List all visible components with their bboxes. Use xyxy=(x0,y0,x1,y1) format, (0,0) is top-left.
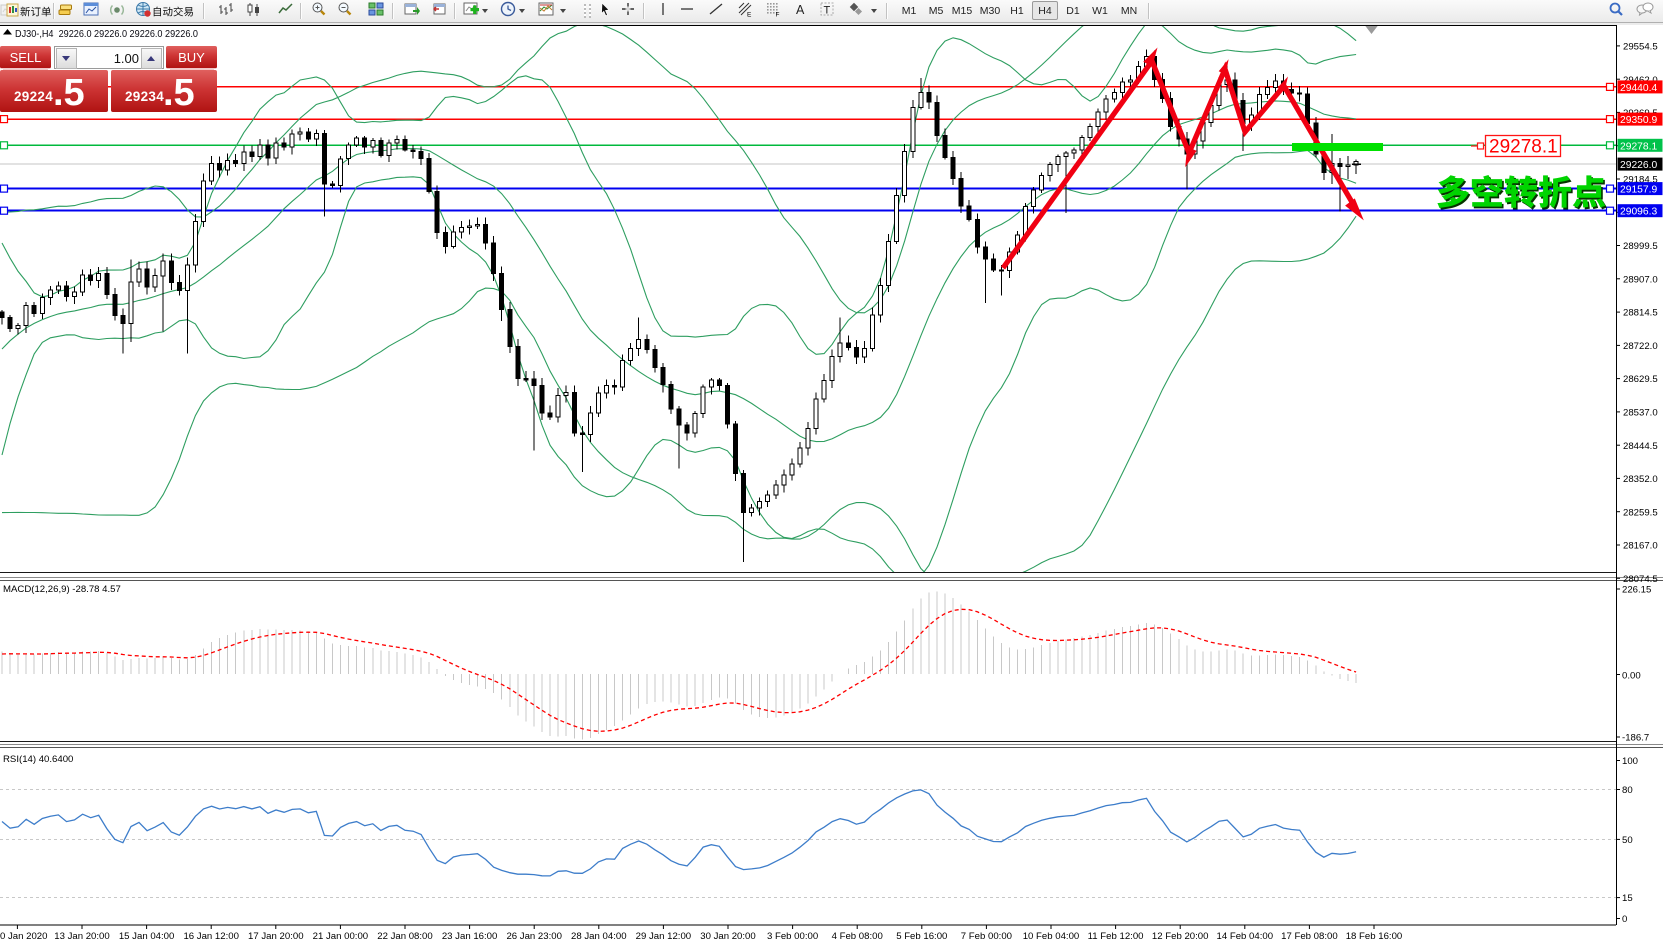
svg-text:28352.0: 28352.0 xyxy=(1623,474,1658,485)
svg-text:29440.4: 29440.4 xyxy=(1620,83,1657,94)
svg-text:15 Jan 04:00: 15 Jan 04:00 xyxy=(119,931,174,942)
svg-text:100: 100 xyxy=(1622,756,1638,767)
svg-text:28629.5: 28629.5 xyxy=(1623,374,1658,385)
svg-text:10 Feb 04:00: 10 Feb 04:00 xyxy=(1023,931,1080,942)
svg-text:18 Feb 16:00: 18 Feb 16:00 xyxy=(1346,931,1403,942)
svg-text:28167.0: 28167.0 xyxy=(1623,541,1658,552)
svg-text:7 Feb 00:00: 7 Feb 00:00 xyxy=(961,931,1012,942)
svg-text:13 Jan 20:00: 13 Jan 20:00 xyxy=(54,931,109,942)
svg-text:28259.5: 28259.5 xyxy=(1623,507,1658,518)
svg-text:29278.1: 29278.1 xyxy=(1620,141,1657,152)
svg-text:T: T xyxy=(824,5,831,17)
svg-text:-186.7: -186.7 xyxy=(1622,733,1649,744)
svg-text:29350.9: 29350.9 xyxy=(1620,115,1657,126)
svg-text:29157.9: 29157.9 xyxy=(1620,185,1657,196)
svg-text:29554.5: 29554.5 xyxy=(1623,42,1658,53)
svg-text:28907.0: 28907.0 xyxy=(1623,274,1658,285)
svg-text:23 Jan 16:00: 23 Jan 16:00 xyxy=(442,931,497,942)
svg-text:29462.0: 29462.0 xyxy=(1623,75,1658,86)
svg-text:21 Jan 00:00: 21 Jan 00:00 xyxy=(313,931,368,942)
svg-text:28999.5: 28999.5 xyxy=(1623,241,1658,252)
svg-text:4 Feb 08:00: 4 Feb 08:00 xyxy=(832,931,883,942)
svg-text:17 Feb 08:00: 17 Feb 08:00 xyxy=(1281,931,1338,942)
svg-text:A: A xyxy=(796,3,805,17)
svg-text:16 Jan 12:00: 16 Jan 12:00 xyxy=(183,931,238,942)
svg-text:17 Jan 20:00: 17 Jan 20:00 xyxy=(248,931,303,942)
svg-text:28814.5: 28814.5 xyxy=(1623,308,1658,319)
svg-text:29278.1: 29278.1 xyxy=(1489,137,1558,158)
svg-text:RSI(14) 40.6400: RSI(14) 40.6400 xyxy=(3,754,73,765)
svg-text:MACD(12,26,9) -28.78 4.57: MACD(12,26,9) -28.78 4.57 xyxy=(3,584,121,595)
svg-text:28074.5: 28074.5 xyxy=(1623,574,1658,585)
svg-text:80: 80 xyxy=(1622,785,1633,796)
svg-text:29096.3: 29096.3 xyxy=(1620,207,1657,218)
svg-text:F: F xyxy=(776,12,780,19)
svg-text:226.15: 226.15 xyxy=(1622,585,1651,596)
svg-text:28444.5: 28444.5 xyxy=(1623,441,1658,452)
svg-text:28722.0: 28722.0 xyxy=(1623,341,1658,352)
svg-text:29 Jan 12:00: 29 Jan 12:00 xyxy=(636,931,691,942)
svg-text:30 Jan 20:00: 30 Jan 20:00 xyxy=(700,931,755,942)
svg-text:E: E xyxy=(747,12,752,19)
svg-text:0 Jan 2020: 0 Jan 2020 xyxy=(0,931,47,942)
svg-text:11 Feb 12:00: 11 Feb 12:00 xyxy=(1088,931,1144,942)
svg-text:0: 0 xyxy=(1622,914,1627,925)
svg-text:0.00: 0.00 xyxy=(1622,671,1641,682)
svg-text:22 Jan 08:00: 22 Jan 08:00 xyxy=(377,931,432,942)
svg-text:3 Feb 00:00: 3 Feb 00:00 xyxy=(767,931,818,942)
svg-text:29226.0: 29226.0 xyxy=(1620,160,1657,171)
svg-text:50: 50 xyxy=(1622,835,1633,846)
svg-text:28 Jan 04:00: 28 Jan 04:00 xyxy=(571,931,626,942)
svg-text:26 Jan 23:00: 26 Jan 23:00 xyxy=(506,931,561,942)
svg-text:14 Feb 04:00: 14 Feb 04:00 xyxy=(1217,931,1274,942)
svg-text:DJ30-,H4 29226.0 29226.0 2922: DJ30-,H4 29226.0 29226.0 29226.0 29226.0 xyxy=(15,28,198,40)
svg-text:29184.5: 29184.5 xyxy=(1623,175,1658,186)
svg-text:28537.0: 28537.0 xyxy=(1623,408,1658,419)
svg-text:5 Feb 16:00: 5 Feb 16:00 xyxy=(896,931,947,942)
svg-text:15: 15 xyxy=(1622,893,1633,904)
svg-text:12 Feb 20:00: 12 Feb 20:00 xyxy=(1152,931,1209,942)
